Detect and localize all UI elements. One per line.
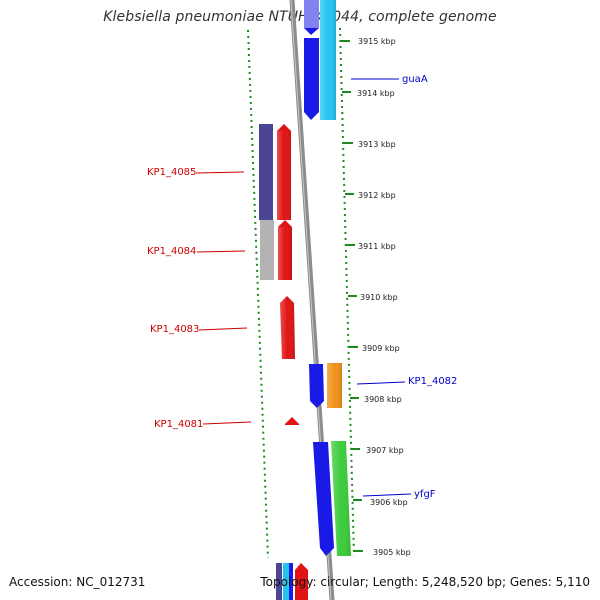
label-leader <box>362 493 412 497</box>
tick-label: 3906 kbp <box>370 498 408 507</box>
left-labels: KP1_4085 KP1_4084 KP1_4083 KP1_4081 <box>147 167 252 430</box>
page-title: Klebsiella pneumoniae NTUH-K2044, comple… <box>103 9 497 25</box>
feature-highlight <box>304 0 319 28</box>
left-label[interactable]: KP1_4081 <box>154 419 203 430</box>
right-label[interactable]: guaA <box>402 74 428 85</box>
genome-summary: Topology: circular; Length: 5,248,520 bp… <box>260 575 590 589</box>
label-leader <box>196 250 246 253</box>
feature-KP1_4084[interactable] <box>260 220 292 280</box>
feature-KP1_4081[interactable] <box>285 417 299 425</box>
tick-marks <box>341 40 363 552</box>
tick-label: 3909 kbp <box>362 344 400 353</box>
feature-bar <box>276 563 282 600</box>
feature-arrow <box>285 417 299 425</box>
tick-label: 3907 kbp <box>366 446 404 455</box>
tick-label: 3912 kbp <box>358 191 396 200</box>
tick-label: 3905 kbp <box>373 548 411 557</box>
feature-arrow <box>295 563 308 600</box>
feature-arrow-shade <box>277 131 291 220</box>
label-leader <box>356 381 406 385</box>
feature-arrow <box>313 442 334 556</box>
feature-guaA[interactable] <box>304 0 336 120</box>
tick-label: 3908 kbp <box>364 395 402 404</box>
left-label[interactable]: KP1_4083 <box>150 324 199 335</box>
left-label[interactable]: KP1_4084 <box>147 246 196 257</box>
feature-arrow-shade <box>280 296 295 359</box>
tick-label: 3914 kbp <box>357 89 395 98</box>
feature-bar-shade <box>327 363 342 408</box>
feature-KP1_4082[interactable] <box>309 363 342 408</box>
label-leader <box>195 171 245 174</box>
feature-bar <box>260 220 274 280</box>
feature-arrow <box>304 38 319 120</box>
left-label[interactable]: KP1_4085 <box>147 167 196 178</box>
feature-bar <box>289 563 293 600</box>
tick-label: 3913 kbp <box>358 140 396 149</box>
feature-yfgF[interactable] <box>313 441 351 556</box>
right-labels: guaA KP1_4082 yfgF <box>351 74 457 500</box>
tick-label: 3915 kbp <box>358 37 396 46</box>
tick-label: 3911 kbp <box>358 242 396 251</box>
right-ruler <box>339 27 355 557</box>
tick-label: 3910 kbp <box>360 293 398 302</box>
feature-bar-shade <box>331 441 351 556</box>
feature-bar <box>283 563 289 600</box>
feature-bar-shade <box>320 0 336 120</box>
feature-arrow <box>309 364 324 408</box>
label-leader <box>198 327 248 331</box>
label-leader <box>202 421 252 425</box>
feature-bottom-group[interactable] <box>276 563 308 600</box>
right-label[interactable]: KP1_4082 <box>408 376 457 387</box>
feature-bar <box>259 124 273 220</box>
feature-arrow-shade <box>278 227 292 280</box>
right-label[interactable]: yfgF <box>414 489 436 500</box>
left-ruler <box>247 29 269 559</box>
feature-KP1_4085[interactable] <box>259 124 291 220</box>
feature-KP1_4083[interactable] <box>280 296 295 359</box>
accession-text: Accession: NC_012731 <box>9 575 146 589</box>
tick-labels: 3915 kbp 3914 kbp 3913 kbp 3912 kbp 3911… <box>357 37 411 557</box>
